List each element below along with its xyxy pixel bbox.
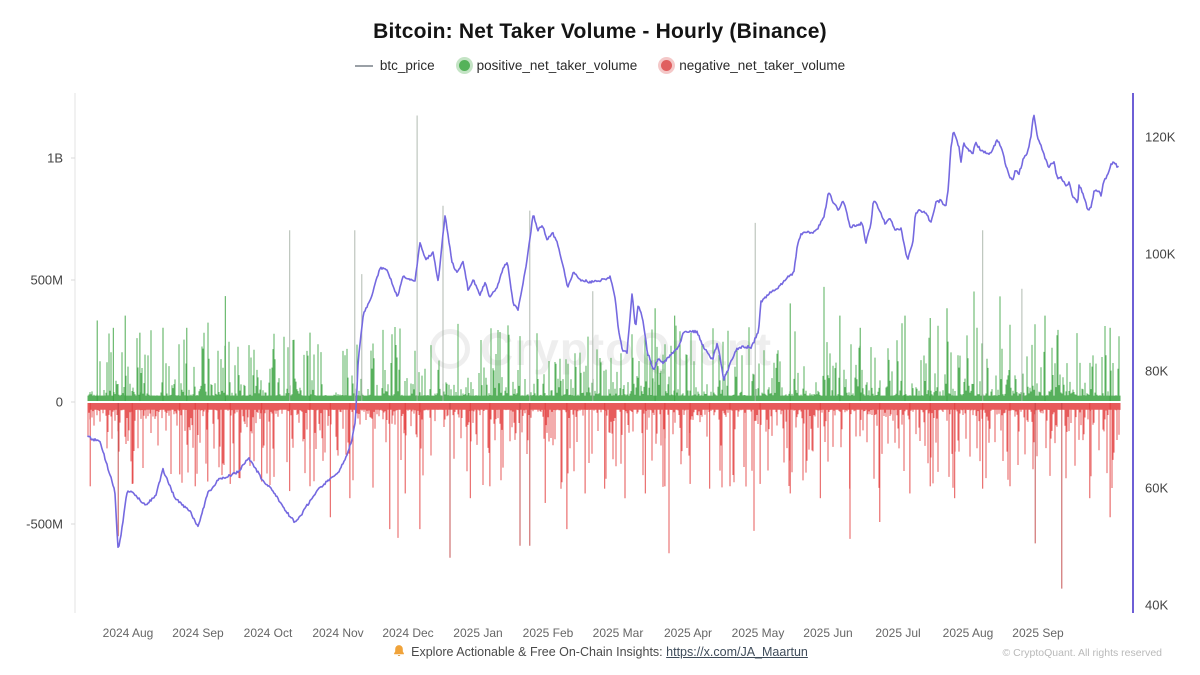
footer-text: Explore Actionable & Free On-Chain Insig…	[411, 645, 663, 659]
x-axis-label: 2025 Jun	[803, 626, 852, 640]
x-axis-label: 2024 Dec	[382, 626, 433, 640]
x-axis-label: 2024 Aug	[103, 626, 154, 640]
legend-label: positive_net_taker_volume	[476, 58, 638, 73]
negative-volume-bars	[87, 403, 1121, 554]
chart-title: Bitcoin: Net Taker Volume - Hourly (Bina…	[373, 20, 827, 43]
x-axis-label: 2025 Jan	[453, 626, 502, 640]
right-axis-label: 120K	[1145, 130, 1176, 145]
right-axis-label: 60K	[1145, 481, 1168, 496]
btc-price-line	[87, 114, 1119, 548]
copyright-text: © CryptoQuant. All rights reserved	[1002, 647, 1162, 659]
legend-item-btc_price[interactable]: btc_price	[354, 58, 435, 73]
x-axis-label: 2024 Sep	[172, 626, 224, 640]
x-axis-label: 2025 Feb	[523, 626, 574, 640]
x-axis-label: 2025 Apr	[664, 626, 712, 640]
x-axis-label: 2025 May	[732, 626, 785, 640]
legend-label: btc_price	[379, 58, 435, 73]
right-axis-label: 40K	[1145, 598, 1168, 613]
x-axis-label: 2024 Nov	[312, 626, 363, 640]
bell-icon	[394, 645, 405, 657]
dot-marker-icon	[661, 60, 673, 71]
legend-label: negative_net_taker_volume	[679, 58, 846, 73]
chart-legend: btc_price positive_net_taker_volume negati…	[0, 58, 1200, 73]
right-axis-label: 80K	[1145, 364, 1168, 379]
right-axis-label: 100K	[1145, 247, 1176, 262]
cryptoquant-logo-icon	[430, 329, 470, 369]
footer-link[interactable]: https://x.com/JA_Maartun	[666, 645, 808, 659]
x-axis-label: 2025 Aug	[943, 626, 994, 640]
left-axis-label: 1B	[47, 151, 63, 166]
positive-volume-bars	[87, 286, 1121, 401]
footer-note: Explore Actionable & Free On-Chain Insig…	[0, 644, 1200, 659]
legend-item-positive_net_taker_volume[interactable]: positive_net_taker_volume	[458, 58, 638, 73]
x-axis-label: 2025 Mar	[593, 626, 644, 640]
left-axis-label: -500M	[26, 517, 63, 532]
line-marker-icon	[354, 64, 373, 67]
dot-marker-icon	[458, 60, 470, 71]
legend-item-negative_net_taker_volume[interactable]: negative_net_taker_volume	[661, 58, 845, 73]
x-axis-label: 2025 Jul	[875, 626, 920, 640]
x-axis-label: 2025 Sep	[1012, 626, 1064, 640]
left-axis-label: 0	[56, 395, 63, 410]
x-axis-label: 2024 Oct	[244, 626, 293, 640]
left-axis-label: 500M	[30, 273, 63, 288]
